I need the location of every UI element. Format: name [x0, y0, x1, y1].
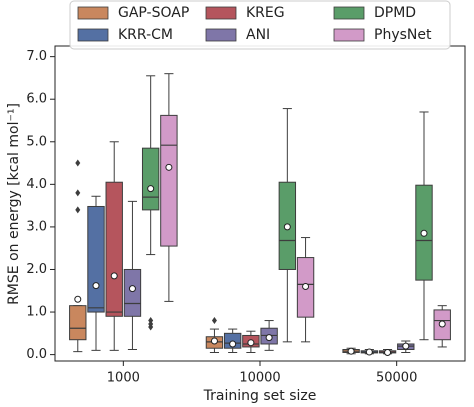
mean	[365, 348, 373, 356]
y-axis-label: RMSE on energy [kcal mol⁻¹]	[6, 103, 22, 305]
mean	[165, 163, 173, 171]
mean	[438, 320, 446, 328]
outlier	[148, 317, 154, 325]
y-tick-label: 3.0	[26, 219, 47, 234]
x-tick-label: 50000	[376, 371, 417, 386]
x-tick-label: 1000	[107, 371, 140, 386]
x-axis-label: Training set size	[203, 388, 317, 404]
y-tick-label: 2.0	[26, 262, 47, 277]
box	[160, 114, 178, 247]
legend-swatch	[333, 28, 365, 42]
mean	[210, 337, 218, 345]
legend-swatch	[77, 28, 109, 42]
box	[69, 305, 87, 341]
mean	[110, 272, 118, 280]
mean	[247, 339, 255, 347]
mean	[302, 283, 310, 291]
y-tick-label: 4.0	[26, 177, 47, 192]
legend-label: KRR-CM	[118, 27, 173, 43]
mean	[265, 334, 273, 342]
y-tick-label: 7.0	[26, 49, 47, 64]
mean	[384, 348, 392, 356]
y-tick-label: 1.0	[26, 305, 47, 320]
legend-swatch	[205, 6, 237, 20]
legend-label: GAP-SOAP	[118, 5, 189, 21]
mean	[229, 340, 237, 348]
legend-label: ANI	[246, 27, 270, 43]
box	[141, 147, 160, 211]
mean	[420, 229, 428, 237]
outlier	[211, 317, 217, 325]
mean	[147, 185, 155, 193]
outlier	[75, 206, 81, 214]
y-tick-label: 0.0	[26, 347, 47, 362]
legend-swatch	[205, 28, 237, 42]
mean	[402, 342, 410, 350]
legend-swatch	[333, 6, 365, 20]
y-tick-label: 6.0	[26, 92, 47, 107]
legend-swatch	[77, 6, 109, 20]
mean	[74, 295, 82, 303]
mean	[128, 285, 136, 293]
legend-label: DPMD	[374, 5, 416, 21]
legend-label: KREG	[246, 5, 285, 21]
y-tick-label: 5.0	[26, 134, 47, 149]
mean	[347, 347, 355, 355]
box	[87, 205, 105, 313]
legend-label: PhysNet	[374, 27, 432, 43]
mean	[92, 282, 100, 290]
mean	[283, 223, 291, 231]
x-tick-label: 10000	[239, 371, 280, 386]
outlier	[75, 189, 81, 197]
outlier	[75, 159, 81, 167]
box	[105, 181, 123, 317]
box	[123, 268, 142, 317]
